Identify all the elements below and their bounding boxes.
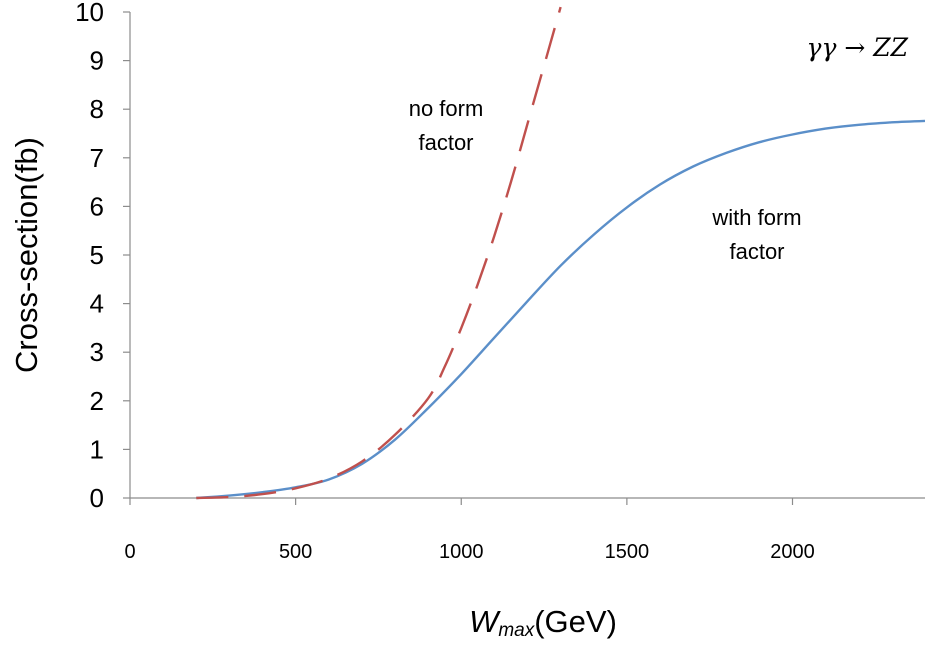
x-axis-label-sub: max [498, 620, 535, 641]
y-tick-label: 4 [90, 289, 104, 319]
x-tick-label: 500 [279, 541, 312, 563]
x-axis-label: Wmax(GeV) [469, 604, 617, 641]
x-tick-label: 2000 [770, 541, 815, 563]
annotation-with-form-factor-line1: with form [711, 205, 801, 230]
y-ticks: 0 1 2 3 4 5 6 7 8 9 10 [75, 0, 130, 513]
y-tick-label: 10 [75, 0, 104, 27]
y-tick-label: 6 [90, 191, 104, 221]
series-group [196, 6, 925, 500]
annotation-no-form-factor-line2: factor [418, 130, 473, 155]
y-axis-label: Cross-section(fb) [9, 137, 44, 373]
series-line-with-form-factor [196, 119, 925, 500]
x-axis-label-main: W [469, 604, 501, 639]
process-label: γγ → ZZ [807, 33, 909, 62]
y-tick-label: 0 [90, 483, 104, 513]
annotation-with-form-factor-line2: factor [729, 239, 784, 264]
x-tick-label: 1000 [439, 541, 484, 563]
x-tick-label: 1500 [605, 541, 650, 563]
y-tick-label: 9 [90, 46, 104, 76]
annotation-no-form-factor-line1: no form [409, 96, 484, 121]
y-tick-label: 7 [90, 143, 104, 173]
y-tick-label: 8 [90, 94, 104, 124]
series-line-no-form-factor [196, 6, 562, 500]
x-tick-label: 0 [124, 541, 135, 563]
y-tick-label: 2 [90, 386, 104, 416]
y-tick-label: 1 [90, 434, 104, 464]
y-tick-label: 5 [90, 240, 104, 270]
y-tick-label: 3 [90, 337, 104, 367]
x-axis-label-unit: (GeV) [534, 604, 617, 639]
axes [129, 12, 925, 499]
x-ticks: 0 500 1000 1500 2000 [124, 498, 815, 563]
